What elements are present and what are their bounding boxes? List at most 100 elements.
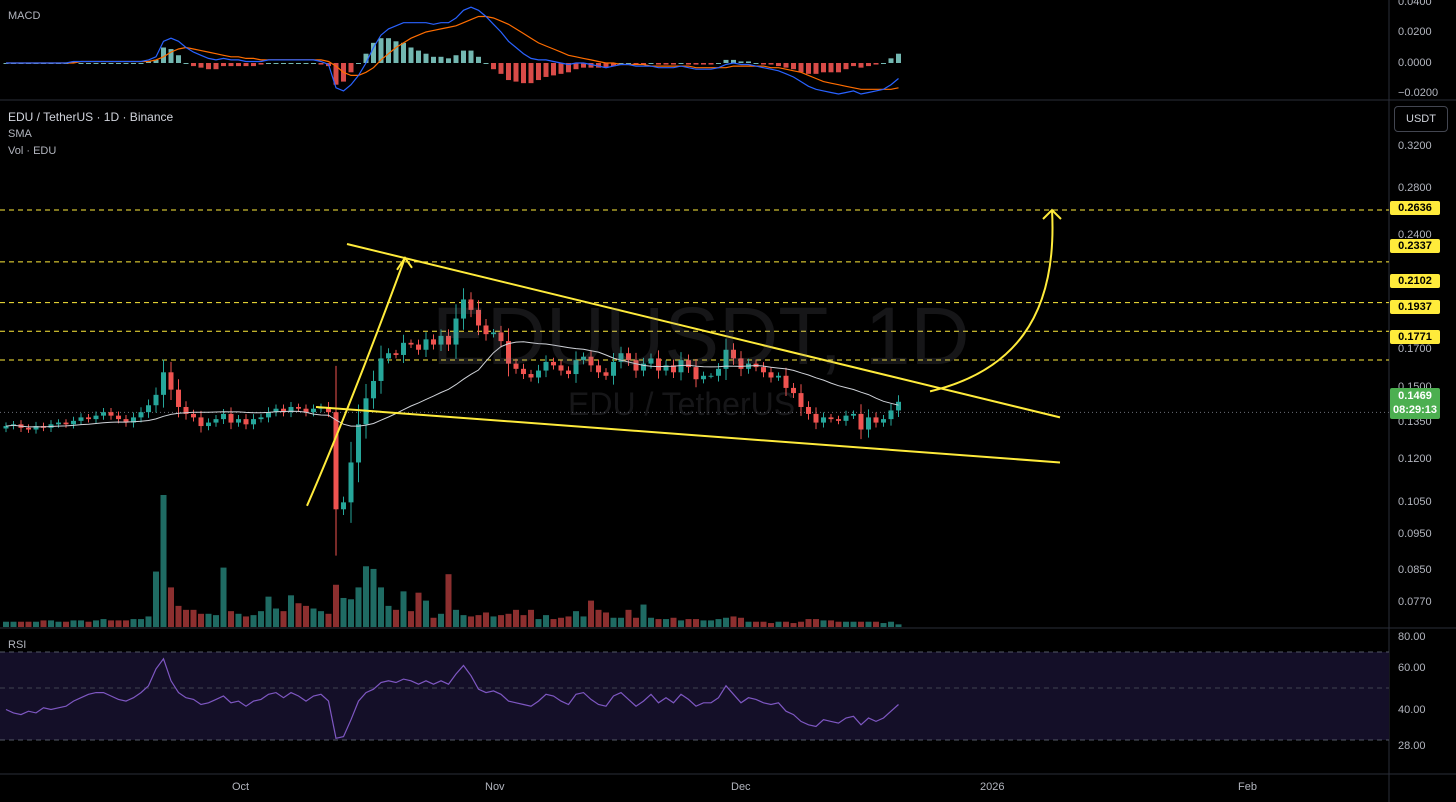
- volume-bar: [850, 621, 857, 627]
- volume-bar: [565, 616, 572, 627]
- horizontal-levels: [0, 209, 1389, 413]
- bar-countdown: 08:29:13: [1392, 404, 1438, 416]
- macd-histogram-bar: [768, 63, 774, 65]
- candle-body: [866, 417, 871, 430]
- macd-histogram-bar: [836, 63, 841, 73]
- macd-histogram-bar: [498, 63, 504, 74]
- macd-histogram-bar: [708, 63, 714, 65]
- macd-histogram-bar: [521, 63, 526, 84]
- volume-bar: [55, 621, 62, 627]
- candle-body: [378, 358, 384, 381]
- macd-histogram-bar: [93, 63, 99, 64]
- volume-bar: [843, 621, 849, 627]
- volume-bar: [130, 619, 137, 627]
- level-tag[interactable]: 0.2636: [1390, 201, 1440, 215]
- macd-histogram-bar: [558, 63, 564, 74]
- macd-histogram-bar: [116, 63, 121, 64]
- macd-axis-tick: 0.0200: [1398, 26, 1432, 38]
- macd-histogram-bar: [896, 53, 901, 63]
- macd-histogram-bar: [318, 63, 324, 65]
- volume-bar: [198, 613, 204, 627]
- macd-histogram-bar: [536, 63, 541, 81]
- candle-body: [288, 406, 294, 413]
- volume-bar: [430, 617, 437, 627]
- volume-bar: [753, 621, 759, 627]
- candle-body: [183, 406, 189, 414]
- volume-bar: [453, 609, 459, 627]
- volume-bar: [438, 613, 444, 627]
- currency-button[interactable]: USDT: [1394, 106, 1448, 132]
- macd-histogram-bar: [813, 63, 819, 74]
- macd-histogram-bar: [446, 58, 451, 63]
- volume-legend[interactable]: Vol · EDU: [8, 145, 57, 157]
- volume-bar: [333, 584, 339, 627]
- volume-bar: [685, 619, 692, 627]
- volume-bar: [550, 619, 557, 627]
- level-tag[interactable]: 0.1771: [1390, 330, 1440, 344]
- macd-histogram-bar: [393, 41, 399, 63]
- macd-histogram-bar: [476, 56, 481, 63]
- candle-body: [303, 408, 309, 413]
- rsi-legend[interactable]: RSI: [8, 639, 27, 651]
- volume-bar: [723, 617, 729, 627]
- current-price-tag[interactable]: 0.1469 08:29:13: [1390, 388, 1440, 419]
- candle-body: [63, 422, 69, 425]
- candle-body: [161, 372, 166, 395]
- chart-title[interactable]: EDU / TetherUS · 1D · Binance: [8, 110, 174, 124]
- candle-body: [491, 332, 496, 335]
- candle-body: [776, 375, 781, 378]
- candle-body: [521, 368, 526, 375]
- macd-histogram-bar: [888, 58, 894, 63]
- candle-body: [626, 353, 631, 361]
- candle-body: [716, 368, 721, 376]
- impulse-arrowhead: [396, 256, 413, 271]
- candle-body: [191, 413, 196, 418]
- volume-bar: [490, 616, 497, 627]
- volume-bar: [318, 611, 324, 627]
- rsi-axis-tick: 40.00: [1398, 704, 1426, 716]
- volume-bar: [18, 621, 24, 627]
- macd-histogram-bar: [671, 63, 676, 65]
- candle-body: [476, 309, 481, 326]
- volume-bar: [400, 591, 407, 627]
- macd-histogram-bar: [236, 63, 241, 67]
- candle-body: [198, 417, 204, 427]
- macd-histogram-bar: [363, 53, 369, 63]
- volume-bar: [498, 615, 504, 627]
- level-tag[interactable]: 0.2337: [1390, 239, 1440, 253]
- candle-body: [281, 408, 286, 413]
- volume-bar: [475, 615, 482, 627]
- price-axis-tick: 0.1050: [1398, 496, 1432, 508]
- volume-bar: [258, 611, 264, 627]
- sma-legend[interactable]: SMA: [8, 128, 32, 140]
- candle-body: [266, 412, 271, 418]
- candle-body: [671, 365, 676, 373]
- macd-histogram-bar: [273, 63, 279, 64]
- candle-body: [341, 502, 346, 510]
- volume-bar: [738, 617, 744, 627]
- volume-bar: [895, 624, 902, 627]
- volume-bar: [528, 609, 534, 627]
- level-tag[interactable]: 0.2102: [1390, 274, 1440, 288]
- volume-bar: [745, 621, 752, 627]
- level-tag[interactable]: 0.1937: [1390, 300, 1440, 314]
- volume-bar: [213, 615, 219, 627]
- candle-body: [611, 361, 616, 376]
- volume-bar: [460, 615, 467, 627]
- macd-histogram-bar: [738, 61, 744, 63]
- time-axis-tick: Oct: [232, 781, 250, 793]
- macd-histogram-bar: [386, 38, 391, 63]
- macd-legend[interactable]: MACD: [8, 10, 41, 22]
- candle-body: [558, 365, 564, 371]
- macd-line: [6, 6, 899, 95]
- volume-bar: [445, 574, 452, 627]
- candle-body: [603, 372, 609, 376]
- macd-histogram-bar: [423, 53, 429, 63]
- rsi-axis-tick: 28.00: [1398, 740, 1426, 752]
- candle-body: [86, 417, 91, 420]
- candle-body: [176, 389, 181, 407]
- candle-body: [71, 420, 76, 425]
- macd-histogram-bar: [843, 63, 849, 70]
- time-axis-tick: Feb: [1238, 781, 1257, 793]
